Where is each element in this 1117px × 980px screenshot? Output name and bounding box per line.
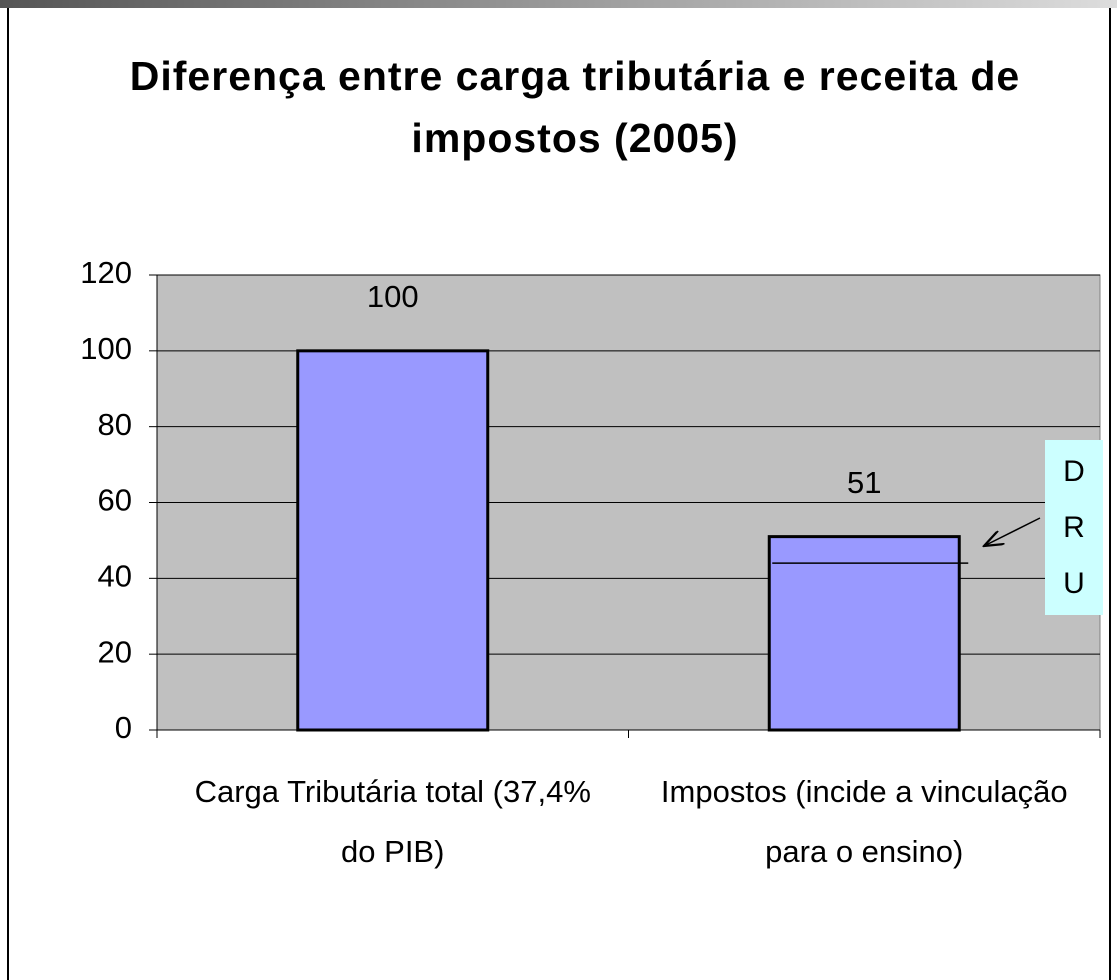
y-tick-label: 0 — [115, 710, 132, 745]
value-label: 51 — [847, 465, 881, 500]
y-tick-label: 60 — [98, 483, 132, 518]
annotation-label: DRU — [1045, 440, 1103, 615]
bar — [767, 535, 961, 732]
y-tick-label: 100 — [80, 331, 132, 366]
chart-title: Diferença entre carga tributária e recei… — [129, 53, 1021, 161]
frame-top — [0, 0, 1117, 8]
y-tick-label: 20 — [98, 634, 132, 669]
y-tick-label: 80 — [98, 407, 132, 442]
y-tick-label: 40 — [98, 559, 132, 594]
y-tick-label: 120 — [80, 255, 132, 290]
value-label: 100 — [367, 279, 419, 314]
annotation-arrow — [984, 517, 1041, 546]
bar — [296, 349, 490, 732]
x-tick-label: Impostos (incide a vinculação para o ens… — [660, 774, 1068, 869]
x-tick-label: Carga Tributária total (37,4% do PIB) — [194, 774, 591, 869]
